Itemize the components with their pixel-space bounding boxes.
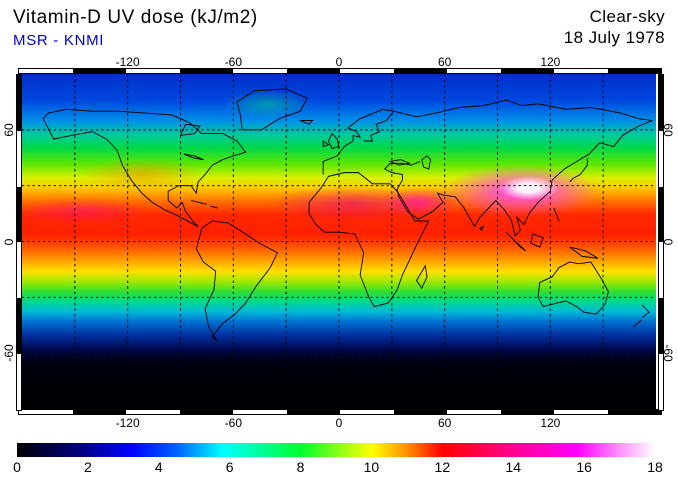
condition-label: Clear-sky bbox=[589, 7, 665, 26]
header-right: Clear-sky 18 July 1978 bbox=[564, 6, 665, 48]
colorbar-tick-label: 8 bbox=[296, 459, 305, 475]
lon-tick-label-bottom: 0 bbox=[335, 416, 343, 430]
coastline-africa bbox=[308, 172, 430, 308]
lon-tick-label-bottom: 60 bbox=[437, 416, 452, 430]
frame-segment bbox=[447, 69, 501, 73]
frame-segment bbox=[17, 130, 21, 187]
frame-segment bbox=[659, 242, 663, 299]
coastline-asia bbox=[384, 99, 653, 237]
frame-segment bbox=[72, 69, 126, 73]
frame-segment bbox=[179, 410, 233, 414]
lat-tick-label-left: -60 bbox=[2, 344, 16, 362]
lon-tick-label-top: 60 bbox=[437, 55, 452, 69]
coastline-greenland bbox=[236, 88, 308, 131]
coastline-south-america bbox=[195, 220, 278, 343]
colorbar-tick-label: 10 bbox=[363, 459, 380, 475]
frame-segment bbox=[126, 69, 180, 73]
frame-segment bbox=[17, 298, 21, 355]
frame-segment bbox=[233, 410, 287, 414]
coastline-australia bbox=[537, 261, 609, 315]
map-frame-left bbox=[16, 74, 22, 411]
date-label: 18 July 1978 bbox=[563, 28, 665, 47]
map-frame-top bbox=[18, 68, 662, 74]
lat-tick-label-left: 0 bbox=[2, 238, 16, 245]
frame-segment bbox=[340, 69, 394, 73]
lon-tick-label-bottom: -120 bbox=[115, 416, 140, 430]
frame-segment bbox=[659, 130, 663, 187]
frame-segment bbox=[659, 298, 663, 355]
frame-segment bbox=[17, 186, 21, 243]
lon-tick-label-top: 120 bbox=[540, 55, 561, 69]
plot-title: Vitamin-D UV dose (kJ/m2) bbox=[13, 7, 258, 28]
frame-segment bbox=[17, 75, 21, 131]
colorbar-tick-label: 14 bbox=[505, 459, 522, 475]
lat-tick-label-left: 60 bbox=[2, 123, 16, 137]
frame-segment bbox=[340, 410, 394, 414]
colorbar-tick-label: 2 bbox=[83, 459, 92, 475]
frame-segment bbox=[659, 354, 663, 410]
map-frame-bottom bbox=[18, 409, 662, 415]
coastline-islands bbox=[190, 120, 650, 328]
coastline-north-america bbox=[42, 108, 247, 228]
frame-segment bbox=[286, 69, 340, 73]
colorbar-tick-label: 0 bbox=[13, 459, 21, 475]
lon-tick-label-top: -120 bbox=[115, 55, 140, 69]
lon-tick-label-top: 0 bbox=[335, 55, 343, 69]
frame-segment bbox=[233, 69, 287, 73]
frame-segment bbox=[447, 410, 501, 414]
frame-segment bbox=[286, 410, 340, 414]
map-frame-right bbox=[658, 74, 664, 411]
colorbar-tick-label: 16 bbox=[576, 459, 592, 475]
colorbar-tick-label: 6 bbox=[225, 459, 234, 475]
coastline-europe bbox=[322, 108, 395, 175]
frame-segment bbox=[554, 410, 608, 414]
lon-tick-label-bottom: 120 bbox=[540, 416, 561, 430]
frame-segment bbox=[393, 69, 447, 73]
frame-segment bbox=[659, 186, 663, 243]
frame-segment bbox=[179, 69, 233, 73]
frame-segment bbox=[500, 410, 554, 414]
lon-tick-label-top: -60 bbox=[224, 55, 242, 69]
colorbar-tick-label: 18 bbox=[647, 459, 663, 475]
frame-segment bbox=[19, 69, 73, 73]
frame-segment bbox=[500, 69, 554, 73]
frame-segment bbox=[607, 69, 661, 73]
frame-segment bbox=[126, 410, 180, 414]
frame-segment bbox=[659, 75, 663, 131]
graticule-gridlines bbox=[22, 74, 656, 409]
colorbar-tick-label: 12 bbox=[434, 459, 451, 475]
frame-segment bbox=[72, 410, 126, 414]
colorbar-tick-label: 4 bbox=[154, 459, 163, 475]
frame-segment bbox=[607, 410, 661, 414]
frame-segment bbox=[17, 242, 21, 299]
frame-segment bbox=[19, 410, 73, 414]
frame-segment bbox=[393, 410, 447, 414]
map-overlay bbox=[22, 74, 656, 409]
plot-subtitle: MSR - KNMI bbox=[13, 32, 105, 49]
coastline-lakes-seas bbox=[179, 123, 432, 170]
frame-segment bbox=[554, 69, 608, 73]
frame-segment bbox=[17, 354, 21, 410]
colorbar bbox=[17, 443, 655, 457]
lon-tick-label-bottom: -60 bbox=[224, 416, 242, 430]
